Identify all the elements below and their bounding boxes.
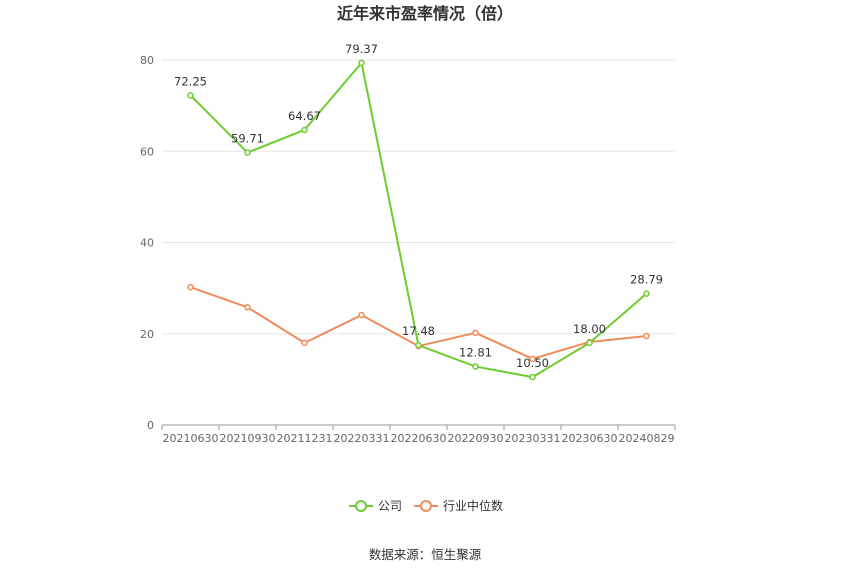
company-data-label: 17.48 (402, 324, 435, 338)
data-labels: 72.25 59.71 64.67 79.37 17.48 12.81 10.50 18.00… (174, 42, 663, 370)
industry-median-data-point (301, 339, 308, 347)
x-tick-label: 20210930 (220, 432, 276, 445)
x-tick-label: 20230331 (505, 432, 561, 445)
chart-title: 近年来市盈率情况（倍） (337, 4, 513, 23)
industry-median-data-point (472, 329, 479, 337)
y-tick-label: 80 (140, 54, 154, 67)
x-tick-label: 20220630 (391, 432, 447, 445)
series-lines (187, 59, 650, 381)
y-tick-label: 20 (140, 328, 154, 341)
y-tick-label: 60 (140, 145, 154, 158)
company-data-label: 28.79 (630, 273, 663, 287)
company-data-label: 10.50 (516, 356, 549, 370)
legend-label: 行业中位数 (443, 498, 503, 513)
company-data-point (643, 290, 650, 297)
industry-median-data-point (187, 283, 194, 291)
source-note: 数据来源：恒生聚源 (369, 547, 482, 562)
industry-median-data-point (244, 304, 251, 311)
company-data-point (586, 339, 593, 347)
x-tick-label: 20220930 (448, 432, 504, 445)
industry-median-data-point (643, 332, 650, 340)
legend-item-company: 公司 (349, 499, 402, 513)
x-tick-label: 20211231 (277, 432, 333, 445)
company-data-label: 79.37 (345, 42, 378, 56)
company-data-point (187, 92, 194, 99)
company-data-label: 59.71 (231, 132, 264, 146)
legend-marker (355, 500, 367, 512)
legend: 公司 行业中位数 (349, 498, 503, 513)
legend-item-industry-median: 行业中位数 (414, 498, 503, 513)
industry-median-data-point (529, 355, 536, 363)
axes: 0 20 40 60 80 20210630 20210930 20211231 2022033… (140, 54, 676, 445)
company-data-label: 72.25 (174, 74, 207, 88)
company-data-point (301, 126, 308, 134)
y-tick-label: 40 (140, 237, 154, 250)
company-data-label: 18.00 (573, 322, 606, 336)
company-data-label: 12.81 (459, 346, 492, 360)
company-data-point (415, 341, 422, 349)
company-data-point (472, 363, 479, 370)
company-data-point (244, 149, 251, 156)
legend-label: 公司 (378, 499, 402, 513)
grid-lines (162, 59, 675, 335)
x-tick-label: 20220331 (334, 432, 390, 445)
x-tick-label: 20230630 (562, 432, 618, 445)
x-tick-label: 20240829 (619, 432, 675, 445)
company-data-label: 64.67 (288, 109, 321, 123)
industry-median-data-point (358, 311, 365, 319)
legend-marker (420, 500, 432, 512)
x-tick-label: 20210630 (163, 432, 219, 445)
company-data-point (529, 373, 536, 381)
y-tick-label: 0 (147, 419, 154, 432)
company-data-point (358, 59, 365, 67)
